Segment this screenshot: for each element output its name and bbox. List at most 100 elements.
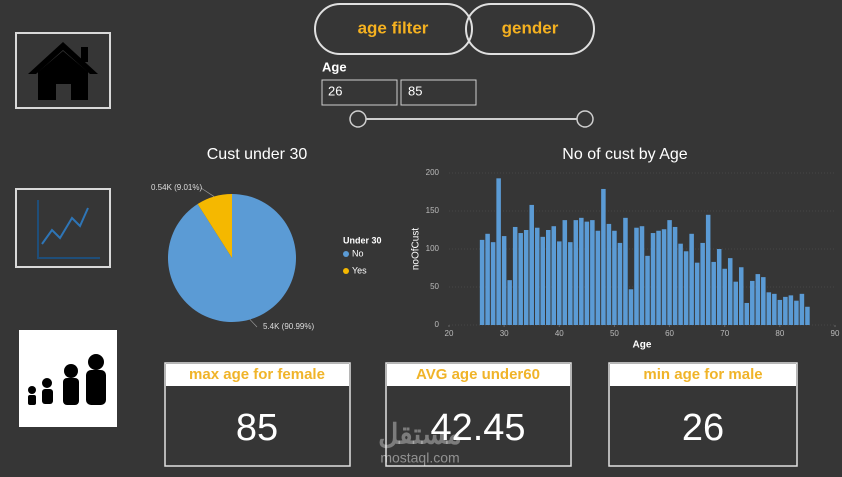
bar — [727, 258, 733, 325]
watermark-brand: مستقل — [378, 418, 462, 449]
data-label: 0.54K (9.01%) — [151, 183, 202, 192]
card-title: AVG age under60 — [416, 366, 540, 383]
home-icon — [28, 42, 98, 100]
bar — [733, 281, 739, 325]
x-tick-label: 80 — [775, 329, 784, 338]
x-axis-title: Age — [633, 340, 652, 351]
bar — [689, 233, 694, 325]
bar — [634, 227, 639, 325]
bar — [794, 300, 799, 325]
bar — [650, 233, 656, 325]
bar — [783, 296, 788, 325]
bar — [512, 226, 518, 325]
legend-label: No — [352, 248, 364, 258]
y-axis-title: noOfCust — [411, 228, 422, 270]
trend-button[interactable] — [15, 188, 111, 268]
slider-handle[interactable] — [576, 110, 594, 128]
x-tick-label: 50 — [610, 329, 619, 338]
x-tick-label: 20 — [445, 329, 454, 338]
bar — [529, 204, 534, 325]
leader-line — [249, 319, 258, 328]
card-value: 85 — [236, 407, 278, 449]
bar — [623, 217, 628, 325]
bar — [595, 230, 601, 325]
card-value: 26 — [682, 407, 724, 449]
bar — [700, 242, 705, 325]
card-value: 42.45 — [430, 407, 525, 449]
home-button[interactable] — [15, 32, 111, 109]
bar — [485, 233, 490, 325]
x-tick-label: 70 — [720, 329, 729, 338]
legend-label: Yes — [352, 265, 367, 275]
y-tick-label: 50 — [430, 282, 439, 291]
slicer-label: Age — [322, 59, 347, 74]
legend-title: Under 30 — [343, 235, 382, 245]
bar — [656, 230, 661, 325]
bar — [479, 239, 485, 325]
bar — [755, 274, 761, 325]
bar — [557, 241, 562, 325]
bar — [722, 268, 727, 325]
people-icon — [28, 354, 106, 405]
bar — [545, 230, 551, 325]
data-label: 5.4K (90.99%) — [263, 322, 314, 331]
legend-marker — [343, 251, 349, 257]
slicer-max[interactable]: 85 — [408, 83, 422, 98]
bar — [639, 226, 645, 325]
x-tick-label: 60 — [665, 329, 674, 338]
bar — [562, 220, 568, 325]
bar — [579, 217, 584, 325]
bar — [744, 302, 750, 325]
y-tick-label: 200 — [426, 168, 440, 177]
slider-handle[interactable] — [349, 110, 367, 128]
bar — [777, 299, 783, 325]
watermark-site: mostaql.com — [380, 450, 459, 466]
bar — [606, 223, 612, 325]
kpi-card: AVG age under60 42.45 — [385, 362, 572, 467]
bar — [628, 289, 634, 325]
bar — [694, 262, 700, 325]
bar — [667, 220, 672, 325]
filter-button[interactable] — [465, 3, 595, 55]
y-tick-label: 0 — [435, 320, 440, 329]
chart-title: Cust under 30 — [207, 146, 308, 163]
bar — [683, 251, 689, 325]
bar — [501, 236, 507, 325]
x-tick-label: 90 — [831, 329, 840, 338]
bar — [518, 233, 523, 325]
bar — [507, 280, 512, 325]
y-tick-label: 100 — [426, 244, 440, 253]
bar — [551, 226, 557, 325]
trend-icon — [37, 200, 100, 259]
filter-label[interactable]: age filter — [358, 18, 429, 37]
bar — [573, 220, 579, 325]
bar — [601, 188, 606, 325]
card-title: max age for female — [189, 366, 325, 383]
legend-marker — [343, 268, 349, 274]
slicer-input[interactable] — [321, 79, 398, 106]
bar — [645, 255, 650, 325]
bar — [799, 293, 805, 325]
slicer-min[interactable]: 26 — [328, 83, 342, 98]
bar — [678, 243, 683, 325]
bar — [584, 221, 590, 325]
bar — [738, 267, 744, 325]
slicer-input[interactable] — [400, 79, 477, 106]
card-title: min age for male — [643, 366, 762, 383]
bar — [523, 230, 529, 325]
bar — [540, 236, 546, 325]
bar — [805, 306, 810, 325]
kpi-card: max age for female 85 — [164, 362, 351, 467]
filter-label[interactable]: gender — [502, 18, 559, 37]
bar — [750, 280, 755, 325]
bar — [766, 292, 772, 325]
bar — [761, 277, 766, 325]
bar — [788, 295, 794, 325]
bar — [617, 242, 623, 325]
bar — [772, 293, 777, 325]
kpi-card: min age for male 26 — [608, 362, 798, 467]
filter-button[interactable] — [314, 3, 473, 55]
bar — [490, 242, 496, 325]
